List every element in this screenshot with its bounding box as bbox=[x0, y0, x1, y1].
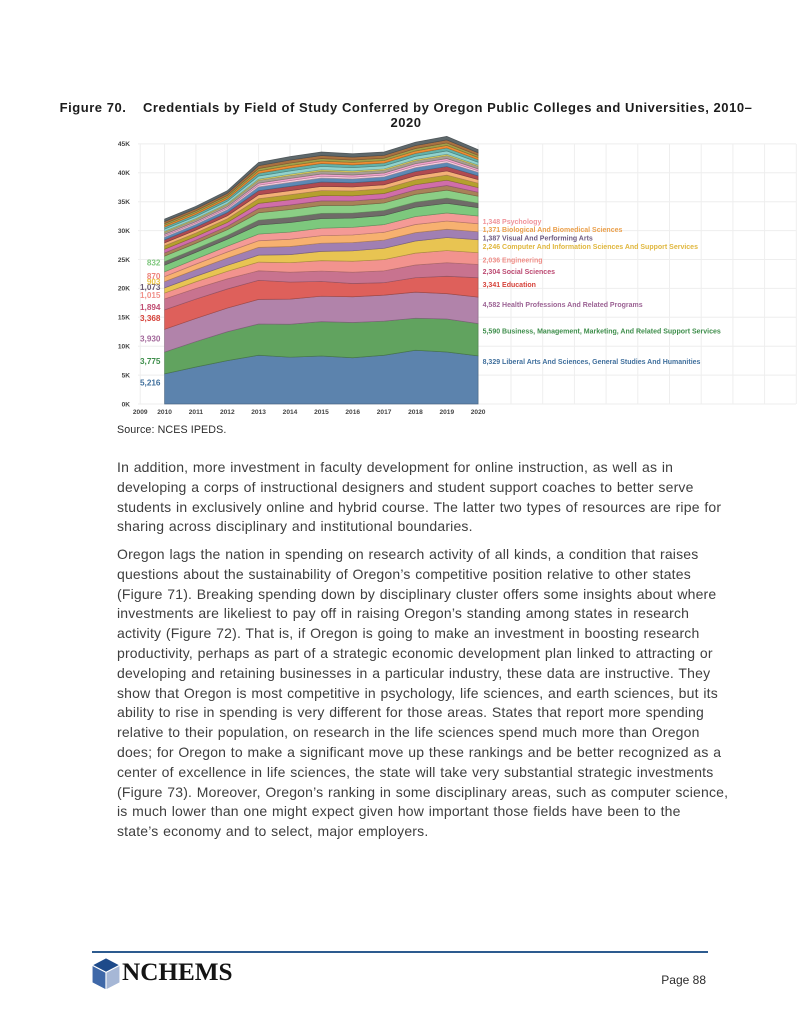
svg-text:25K: 25K bbox=[118, 257, 130, 264]
svg-text:870: 870 bbox=[147, 272, 161, 281]
svg-text:2020: 2020 bbox=[471, 409, 486, 416]
svg-text:0K: 0K bbox=[122, 401, 131, 408]
svg-text:10K: 10K bbox=[118, 344, 130, 351]
svg-text:30K: 30K bbox=[118, 228, 130, 235]
svg-text:2016: 2016 bbox=[345, 409, 360, 416]
svg-text:2019: 2019 bbox=[439, 409, 454, 416]
svg-text:1,015: 1,015 bbox=[140, 291, 161, 300]
svg-text:2013: 2013 bbox=[251, 409, 266, 416]
svg-text:2010: 2010 bbox=[157, 409, 172, 416]
svg-text:2009: 2009 bbox=[133, 409, 148, 416]
svg-text:5,216: 5,216 bbox=[140, 378, 161, 387]
svg-text:2,304 Social Sciences: 2,304 Social Sciences bbox=[483, 269, 555, 276]
svg-text:903: 903 bbox=[147, 278, 161, 287]
svg-text:20K: 20K bbox=[118, 286, 130, 293]
svg-text:2011: 2011 bbox=[189, 409, 204, 416]
svg-text:2,246 Computer And Information: 2,246 Computer And Information Sciences … bbox=[483, 244, 698, 251]
svg-text:3,930: 3,930 bbox=[140, 335, 161, 344]
svg-text:1,073: 1,073 bbox=[140, 283, 161, 292]
svg-text:8,329 Liberal Arts And Science: 8,329 Liberal Arts And Sciences, General… bbox=[483, 359, 701, 366]
svg-text:3,368: 3,368 bbox=[140, 314, 161, 323]
svg-text:4,582 Health Professions And R: 4,582 Health Professions And Related Pro… bbox=[483, 302, 643, 309]
svg-text:2014: 2014 bbox=[283, 409, 298, 416]
svg-text:2017: 2017 bbox=[377, 409, 392, 416]
svg-text:15K: 15K bbox=[118, 315, 130, 322]
svg-text:35K: 35K bbox=[118, 199, 130, 206]
svg-text:832: 832 bbox=[147, 259, 161, 268]
svg-text:2012: 2012 bbox=[220, 409, 235, 416]
svg-text:3,775: 3,775 bbox=[140, 357, 161, 366]
svg-text:2015: 2015 bbox=[314, 409, 329, 416]
svg-text:5,590 Business, Management, Ma: 5,590 Business, Management, Marketing, A… bbox=[483, 329, 721, 336]
svg-text:1,894: 1,894 bbox=[140, 303, 161, 312]
svg-text:1,371 Biological And Biomedica: 1,371 Biological And Biomedical Sciences bbox=[483, 227, 623, 234]
svg-text:1,348 Psychology: 1,348 Psychology bbox=[483, 219, 542, 226]
svg-text:3,341 Education: 3,341 Education bbox=[483, 282, 536, 289]
svg-text:2018: 2018 bbox=[408, 409, 423, 416]
svg-text:45K: 45K bbox=[118, 141, 130, 148]
svg-text:40K: 40K bbox=[118, 170, 130, 177]
svg-text:2,036 Engineering: 2,036 Engineering bbox=[483, 257, 543, 264]
svg-text:5K: 5K bbox=[122, 372, 131, 379]
svg-text:1,387 Visual And Performing Ar: 1,387 Visual And Performing Arts bbox=[483, 236, 593, 243]
